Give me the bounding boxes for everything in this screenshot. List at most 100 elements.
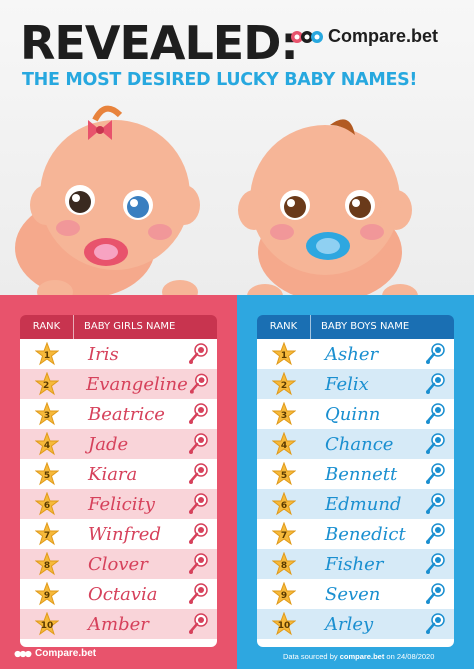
table-row: 3 Quinn [257, 399, 454, 429]
babies-illustration [15, 105, 418, 308]
baby-name: Felix [325, 373, 369, 395]
rank-number: 6 [43, 500, 51, 511]
star-icon [272, 402, 296, 426]
rattle-icon [426, 493, 445, 514]
table-row: 4 Jade [20, 429, 217, 459]
rattle-icon [426, 553, 445, 574]
baby-name: Iris [88, 343, 119, 365]
rank-cell: 3 [20, 399, 74, 429]
baby-name: Benedict [325, 523, 406, 545]
rattle-icon [189, 583, 208, 604]
baby-name: Bennett [325, 463, 398, 485]
rank-cell: 4 [257, 429, 311, 459]
baby-name: Quinn [325, 403, 381, 425]
star-icon [35, 372, 59, 396]
boys-panel: RANK BABY BOYS NAME 1 Asher 2 Felix 3 Quinn 4 C… [237, 295, 474, 669]
baby-name: Chance [325, 433, 394, 455]
rank-cell: 5 [257, 459, 311, 489]
table-row: 7 Benedict [257, 519, 454, 549]
rattle-icon [189, 373, 208, 394]
rank-cell: 1 [257, 339, 311, 369]
rank-cell: 1 [20, 339, 74, 369]
table-row: 7 Winfred [20, 519, 217, 549]
footer-brand-name: Compare.bet [35, 648, 97, 659]
baby-name: Asher [325, 343, 379, 365]
star-icon [35, 462, 59, 486]
rattle-icon [189, 613, 208, 634]
baby-name: Kiara [88, 463, 138, 485]
rattle-icon [426, 463, 445, 484]
baby-name: Seven [325, 583, 381, 605]
table-row: 4 Chance [257, 429, 454, 459]
star-icon [35, 432, 59, 456]
rank-number: 2 [42, 380, 50, 391]
star-icon [35, 492, 59, 516]
rank-cell: 8 [20, 549, 74, 579]
rank-cell: 6 [257, 489, 311, 519]
rank-number: 5 [43, 470, 51, 481]
baby-boy-icon [238, 119, 418, 308]
baby-name: Beatrice [88, 403, 165, 425]
compare-bet-logo-icon [291, 30, 323, 43]
rank-cell: 7 [257, 519, 311, 549]
footer-brand[interactable]: Compare.bet [14, 648, 96, 659]
rank-number: 10 [40, 620, 54, 631]
rattle-icon [426, 343, 445, 364]
compare-bet-logo-icon [14, 650, 32, 657]
star-icon [35, 552, 59, 576]
table-row: 5 Bennett [257, 459, 454, 489]
table-row: 5 Kiara [20, 459, 217, 489]
rank-number: 9 [43, 590, 51, 601]
star-icon [272, 342, 296, 366]
brand-logo[interactable]: Compare.bet [290, 26, 438, 47]
rank-cell: 2 [257, 369, 311, 399]
girls-panel: RANK BABY GIRLS NAME 1 Iris 2 Evangeline 3 Be… [0, 295, 237, 669]
rank-number: 3 [43, 410, 51, 421]
rank-number: 10 [277, 620, 291, 631]
rattle-icon [426, 373, 445, 394]
rank-header: RANK [20, 315, 74, 339]
rattle-icon [426, 583, 445, 604]
name-header: BABY GIRLS NAME [84, 321, 176, 332]
table-row: 3 Beatrice [20, 399, 217, 429]
rattle-icon [189, 433, 208, 454]
rank-cell: 4 [20, 429, 74, 459]
headline: REVEALED: [20, 16, 299, 70]
baby-name: Arley [325, 613, 374, 635]
star-icon [35, 402, 59, 426]
star-icon [272, 582, 296, 606]
rattle-icon [189, 463, 208, 484]
rank-number: 3 [280, 410, 288, 421]
baby-name: Edmund [325, 493, 402, 515]
baby-name: Winfred [88, 523, 161, 545]
rank-number: 8 [280, 560, 288, 571]
brand-name: Compare.bet [328, 26, 439, 46]
baby-name: Fisher [325, 553, 384, 575]
girls-table: RANK BABY GIRLS NAME 1 Iris 2 Evangeline 3 Be… [20, 315, 217, 647]
boys-table: RANK BABY BOYS NAME 1 Asher 2 Felix 3 Quinn 4 C… [257, 315, 454, 647]
table-row: 2 Felix [257, 369, 454, 399]
rank-cell: 10 [20, 609, 74, 639]
table-row: 9 Seven [257, 579, 454, 609]
baby-name: Jade [88, 433, 129, 455]
rank-cell: 7 [20, 519, 74, 549]
star-icon [272, 462, 296, 486]
rank-number: 6 [280, 500, 288, 511]
star-icon [35, 522, 59, 546]
rattle-icon [189, 523, 208, 544]
baby-name: Amber [88, 613, 149, 635]
table-row: 8 Fisher [257, 549, 454, 579]
table-row: 9 Octavia [20, 579, 217, 609]
rattle-icon [189, 403, 208, 424]
rank-cell: 3 [257, 399, 311, 429]
baby-name: Clover [88, 553, 148, 575]
table-row: 1 Asher [257, 339, 454, 369]
star-icon [272, 522, 296, 546]
star-icon [35, 612, 59, 636]
table-row: 6 Felicity [20, 489, 217, 519]
rank-number: 7 [280, 530, 288, 541]
data-source-note: Data sourced by compare.bet on 24/08/202… [283, 652, 435, 661]
rattle-icon [189, 343, 208, 364]
star-icon [272, 612, 296, 636]
baby-name: Octavia [88, 583, 158, 605]
